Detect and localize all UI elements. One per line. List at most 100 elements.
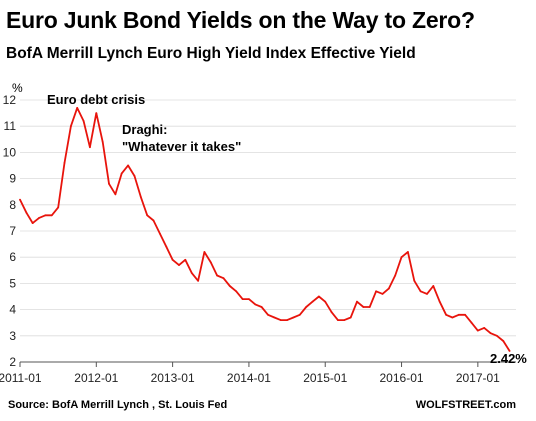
data-point-2013-09: [222, 277, 225, 280]
data-point-2011-05: [44, 214, 47, 217]
data-point-2017-03: [489, 332, 492, 335]
data-point-2011-02: [25, 211, 28, 214]
x-tick-label: 2011-01: [0, 371, 42, 385]
y-tick-label: 3: [9, 329, 16, 343]
data-point-2017-01: [476, 329, 479, 332]
y-tick-label: 7: [9, 224, 16, 238]
annotation-last-value: 2.42%: [490, 351, 527, 366]
chart-subtitle: BofA Merrill Lynch Euro High Yield Index…: [6, 45, 416, 62]
data-point-2016-08: [445, 313, 447, 316]
data-point-2012-12: [165, 245, 168, 248]
data-point-2016-01: [400, 256, 403, 259]
data-point-2013-06: [203, 251, 206, 253]
x-tick-label: 2014-01: [227, 371, 271, 385]
data-point-2012-02: [101, 141, 104, 143]
data-point-2017-06: [508, 350, 511, 352]
data-point-2015-04: [343, 319, 346, 321]
data-point-2017-04: [496, 334, 498, 337]
data-point-2012-03: [108, 182, 110, 185]
data-point-2015-01: [324, 300, 327, 303]
data-point-2015-03: [337, 319, 339, 321]
data-point-2016-10: [457, 313, 460, 316]
grid-lines: [20, 99, 516, 363]
data-point-2012-01: [95, 112, 98, 114]
y-tick-label: 9: [9, 172, 16, 186]
data-point-2013-11: [235, 290, 238, 293]
data-point-2016-12: [470, 321, 473, 324]
y-tick-label: 10: [3, 145, 17, 159]
data-point-2015-10: [381, 293, 384, 295]
x-axis-ticks: 2011-01 2012-01 2013-01 2014-01 2015-01 2016-…: [0, 362, 500, 385]
data-point-2012-08: [139, 196, 142, 198]
data-point-2013-10: [228, 285, 231, 287]
data-point-2013-01: [171, 258, 174, 261]
data-point-2013-12: [241, 298, 244, 300]
data-point-2015-11: [387, 287, 390, 290]
data-point-2014-03: [260, 306, 263, 308]
data-point-2016-03: [413, 279, 416, 282]
data-point-2014-07: [286, 319, 288, 321]
data-point-2015-09: [375, 290, 377, 293]
chart-title: Euro Junk Bond Yields on the Way to Zero…: [6, 7, 475, 33]
data-point-2014-10: [305, 306, 308, 308]
data-point-2013-02: [178, 264, 180, 266]
source-note: Source: BofA Merrill Lynch , St. Louis F…: [8, 399, 228, 411]
series-line: [19, 107, 511, 352]
y-axis-unit: %: [12, 81, 23, 95]
data-point-2016-04: [419, 290, 422, 293]
data-point-2012-07: [133, 175, 136, 177]
data-point-2014-05: [273, 316, 276, 319]
data-point-2011-09: [70, 125, 72, 128]
data-point-2012-09: [146, 214, 149, 217]
x-tick-label: 2015-01: [303, 371, 347, 385]
data-point-2015-06: [356, 300, 358, 303]
data-point-2014-01: [248, 298, 250, 300]
data-point-2017-02: [483, 327, 486, 329]
y-tick-label: 2: [9, 355, 16, 369]
annotation-draghi: Draghi:: [122, 122, 168, 137]
series-points: [19, 107, 511, 352]
data-point-2015-02: [330, 311, 333, 314]
data-point-2013-04: [190, 272, 193, 274]
data-point-2015-12: [394, 274, 397, 277]
data-point-2016-11: [464, 313, 466, 316]
data-point-2011-08: [63, 162, 66, 164]
y-tick-label: 8: [9, 198, 16, 212]
data-point-2015-08: [368, 306, 371, 308]
data-point-2016-02: [407, 251, 409, 253]
data-point-2014-04: [267, 313, 269, 316]
data-point-2016-05: [426, 293, 428, 295]
x-tick-label: 2016-01: [380, 371, 424, 385]
y-tick-label: 4: [9, 303, 16, 317]
data-point-2013-07: [209, 261, 212, 264]
data-point-2013-08: [216, 274, 219, 277]
data-point-2014-12: [318, 295, 320, 298]
annotation-euro-debt-crisis: Euro debt crisis: [47, 92, 145, 107]
x-tick-label: 2013-01: [151, 371, 195, 385]
data-point-2011-07: [57, 206, 60, 209]
y-tick-label: 6: [9, 250, 16, 264]
data-point-2014-02: [254, 303, 257, 306]
data-point-2017-05: [502, 340, 505, 342]
data-point-2014-09: [298, 313, 301, 316]
data-point-2011-04: [38, 217, 40, 219]
data-point-2013-05: [197, 279, 200, 282]
data-point-2011-03: [31, 222, 34, 225]
data-point-2015-07: [362, 306, 365, 308]
data-point-2015-05: [349, 316, 352, 319]
data-point-2012-04: [114, 193, 117, 196]
data-point-2012-05: [120, 172, 123, 175]
data-point-2016-07: [438, 300, 441, 303]
data-point-2014-08: [292, 316, 295, 319]
data-point-2016-09: [451, 316, 454, 319]
x-tick-label: 2017-01: [456, 371, 500, 385]
brand-label: WOLFSTREET.com: [415, 399, 516, 411]
data-point-2011-06: [50, 214, 53, 217]
data-point-2011-12: [89, 146, 91, 149]
data-point-2014-11: [311, 300, 314, 303]
data-point-2012-06: [127, 164, 129, 167]
y-tick-label: 5: [9, 276, 16, 290]
data-point-2012-11: [159, 232, 161, 235]
x-tick-label: 2012-01: [74, 371, 118, 385]
